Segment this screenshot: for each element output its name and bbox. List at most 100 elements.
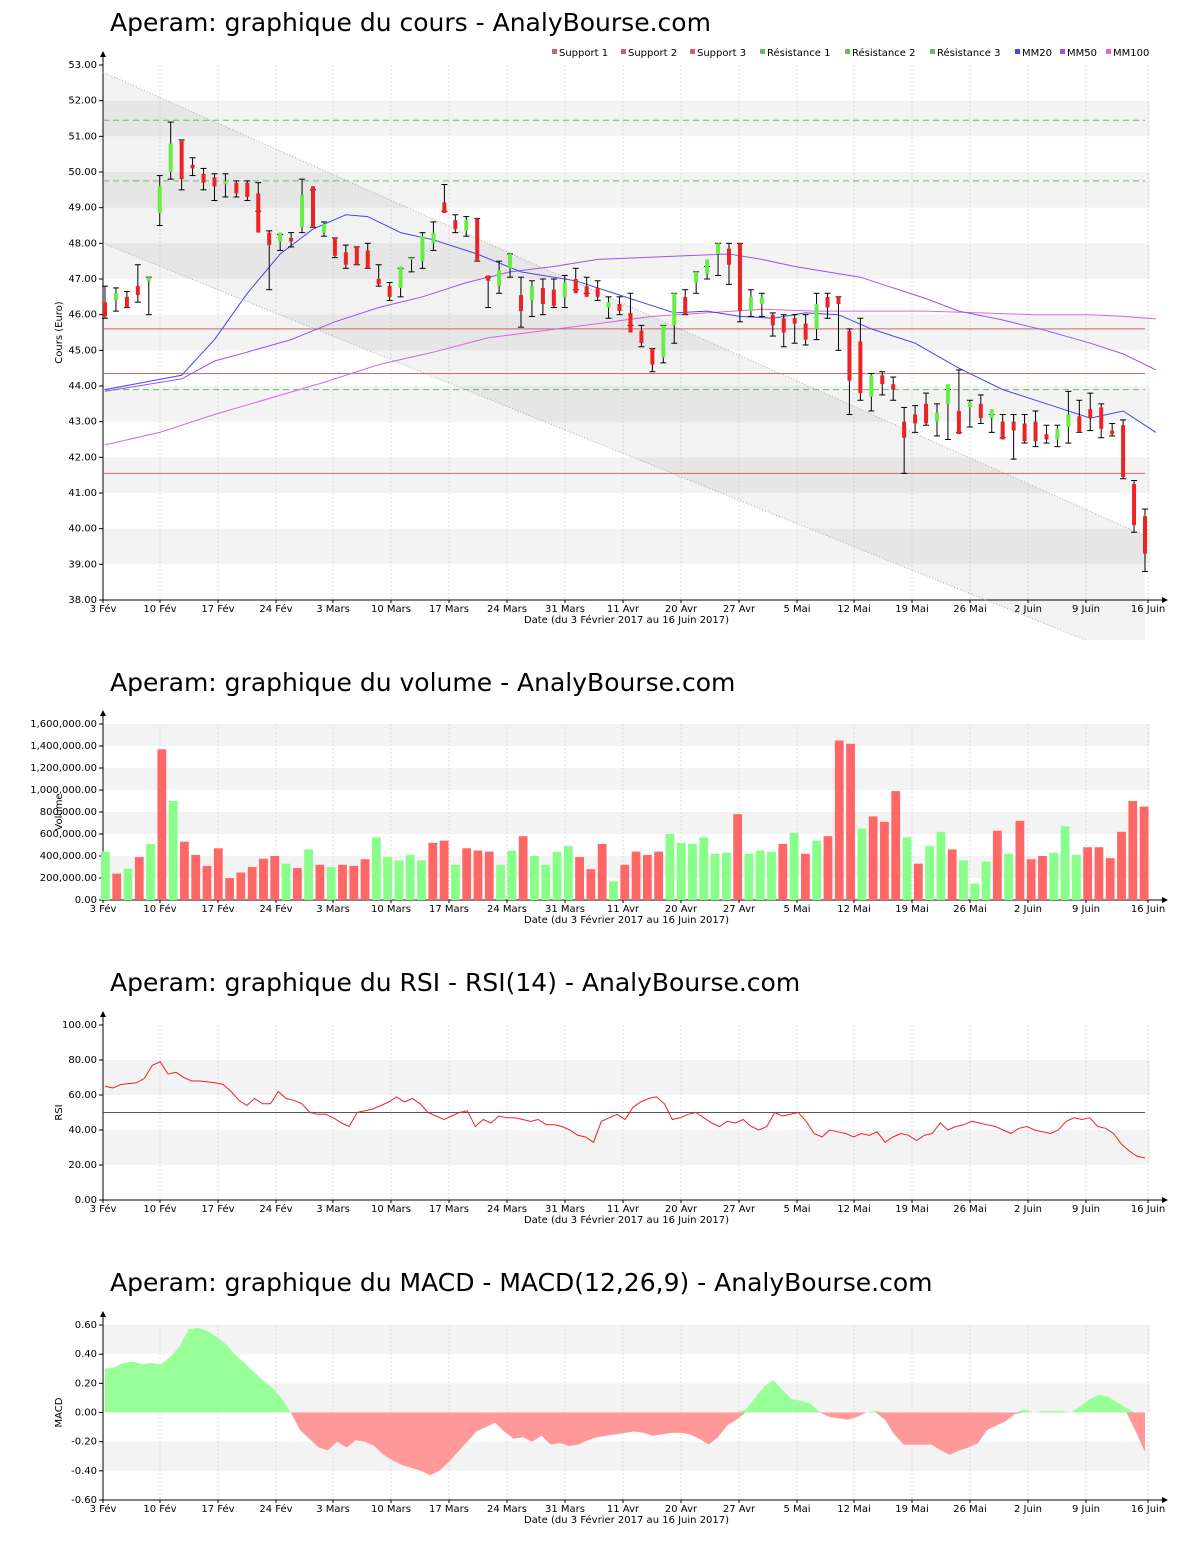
volume-xtick-label: 16 Juin (1131, 904, 1165, 915)
candle-body (617, 303, 622, 312)
candle-body (431, 232, 436, 244)
volume-bar (1094, 847, 1104, 900)
candle-body (486, 275, 491, 281)
candle-body (212, 177, 217, 187)
legend-swatch (930, 49, 935, 54)
volume-bar (1117, 831, 1126, 900)
volume-bar (992, 830, 1002, 900)
price-ytick-label: 47.00 (68, 274, 97, 285)
candle-body (409, 257, 414, 260)
rsi-xtick-label: 3 Mars (316, 1204, 350, 1215)
volume-bar (936, 831, 946, 900)
price-xtick-label: 2 Juin (1014, 604, 1042, 615)
rsi-ytick-label: 0.00 (75, 1195, 97, 1206)
candle-body (146, 277, 151, 281)
volume-bar (1026, 859, 1036, 900)
rsi-xlabel: Date (du 3 Février 2017 au 16 Juin 2017) (524, 1214, 729, 1226)
volume-bar (484, 851, 494, 900)
volume-bar (609, 881, 618, 900)
volume-bar (304, 849, 314, 900)
candle-body (245, 182, 250, 197)
macd-xlabel: Date (du 3 Février 2017 au 16 Juin 2017) (524, 1514, 729, 1526)
volume-ylabel: Volume (54, 793, 65, 830)
candle-body (606, 302, 611, 308)
candle-body (727, 248, 731, 265)
volume-xtick-label: 19 Mai (895, 904, 928, 915)
candle-body (1066, 414, 1071, 428)
price-ytick-label: 51.00 (68, 131, 97, 142)
volume-xtick-label: 2 Juin (1014, 904, 1042, 915)
volume-bar (168, 801, 178, 900)
price-ytick-label: 40.00 (68, 524, 97, 535)
volume-bar (1060, 826, 1070, 900)
candle-body (529, 286, 534, 301)
candle-body (497, 270, 502, 287)
macd-ytick-label: 0.60 (75, 1320, 97, 1331)
volume-bar (530, 856, 539, 900)
candle-body (825, 296, 830, 308)
candle-body (902, 421, 907, 438)
volume-bar (383, 857, 393, 900)
price-ytick-label: 53.00 (68, 60, 97, 71)
price-xtick-label: 24 Fév (259, 603, 292, 615)
macd-xtick-label: 16 Juin (1131, 1504, 1165, 1515)
volume-chart: 0.00 200,000.00 400,000.00 600,000.00 800,00… (30, 710, 1168, 926)
macd-panel: Aperam: graphique du MACD - MACD(12,26,9… (0, 1260, 1200, 1550)
candle-body (1099, 407, 1104, 429)
price-xtick-label: 17 Fév (201, 603, 234, 615)
macd-xtick-label: 27 Avr (723, 1504, 756, 1515)
volume-bar (1004, 853, 1014, 900)
macd-chart: -0.60 -0.40 -0.20 0.00 0.20 0.40 0.60 3 Fév 10 F… (54, 1311, 1168, 1526)
volume-bar (620, 864, 630, 900)
volume-bar (857, 828, 867, 900)
volume-bar (123, 868, 133, 900)
candle-body (672, 293, 677, 326)
candle-body (891, 384, 896, 390)
candle-body (289, 237, 294, 242)
legend-swatch (1060, 49, 1065, 54)
candle-body (781, 318, 786, 333)
candle-body (256, 193, 261, 233)
candle-body (157, 186, 162, 214)
rsi-xtick-label: 10 Mars (371, 1204, 411, 1215)
volume-bar (913, 863, 923, 900)
volume-bar (868, 816, 878, 900)
candle-body (869, 375, 874, 397)
volume-bar (733, 814, 743, 900)
price-xtick-label: 19 Mai (895, 604, 928, 615)
candle-body (398, 266, 403, 288)
price-ytick-label: 49.00 (68, 203, 97, 214)
volume-panel: Aperam: graphique du volume - AnalyBours… (0, 660, 1200, 940)
price-band (103, 528, 1150, 565)
price-xlabel: Date (du 3 Février 2017 au 16 Juin 2017) (524, 614, 729, 626)
volume-bar (405, 854, 415, 900)
volume-bar (665, 834, 675, 900)
rsi-xtick-label: 24 Mars (487, 1204, 527, 1215)
volume-xtick-label: 24 Mars (487, 904, 527, 915)
volume-bar (473, 850, 483, 900)
rsi-line (104, 1061, 1146, 1159)
volume-ytick-label: 200,000.00 (40, 873, 97, 884)
candle-body (321, 223, 326, 233)
volume-bar (191, 854, 201, 900)
volume-bar (880, 821, 889, 900)
volume-bar (688, 843, 697, 900)
volume-bar (642, 854, 652, 900)
macd-xtick-label: 17 Fév (201, 1503, 234, 1515)
rsi-xtick-label: 20 Avr (665, 1204, 698, 1215)
candle-body (716, 243, 721, 255)
candle-body (748, 296, 753, 312)
volume-bar (462, 848, 472, 900)
volume-ytick-label: 0.00 (75, 895, 97, 906)
price-band (103, 100, 1150, 137)
volume-bar (891, 791, 901, 900)
volume-bar (563, 846, 573, 900)
rsi-xtick-label: 24 Fév (259, 1203, 292, 1215)
price-ytick-label: 45.00 (68, 345, 97, 356)
candle-body (453, 220, 458, 230)
macd-xtick-label: 11 Avr (607, 1504, 640, 1515)
macd-title: Aperam: graphique du MACD - MACD(12,26,9… (110, 1268, 933, 1297)
candle-body (1011, 421, 1016, 431)
macd-ytick-label: -0.20 (71, 1437, 97, 1448)
rsi-ytick-label: 100.00 (62, 1020, 97, 1031)
